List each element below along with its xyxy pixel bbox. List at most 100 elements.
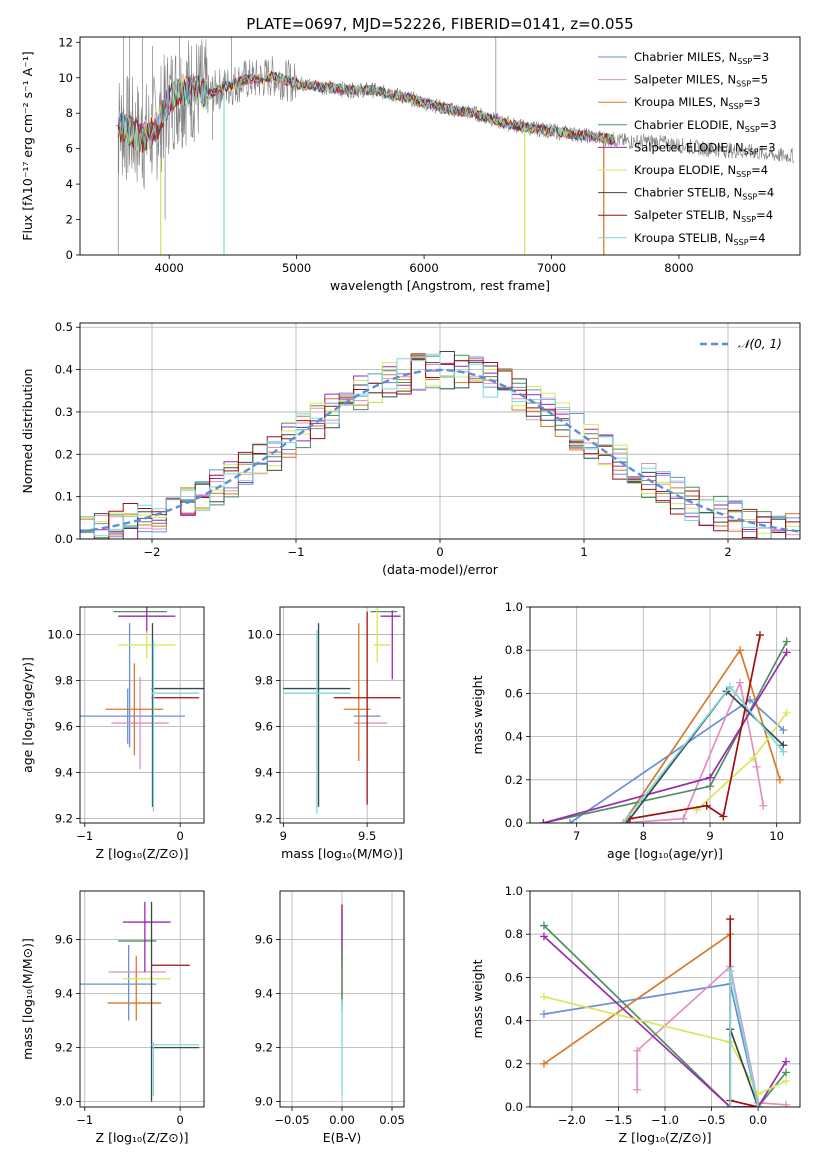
legend-value: =3: [744, 95, 761, 109]
y-tick-label: 0.4: [505, 730, 523, 744]
y-tick-label: 9.6: [55, 933, 73, 947]
weight-vs-age-panel: 7 8 9 10 0.0 0.2 0.4 0.6 0.8 1.0 age [log₁₀(age/yr…: [470, 600, 801, 861]
x-tick-label: 0.00: [329, 1113, 355, 1127]
legend-subscript: SSP: [742, 193, 757, 202]
legend-value: =4: [757, 186, 774, 200]
x-tick-label: −2.0: [558, 1113, 586, 1127]
weight-marker: [539, 992, 548, 1001]
weight-marker: [782, 708, 791, 717]
y-tick-label: 9.4: [55, 765, 73, 779]
x-tick-label: 2: [724, 545, 731, 559]
legend-text: Kroupa MILES, N: [634, 95, 729, 109]
y-tick-label: 0.4: [55, 363, 73, 377]
y-tick-label: 0.1: [55, 490, 73, 504]
weight-series-salpeter-miles: [619, 678, 768, 823]
legend-subscript: SSP: [729, 102, 744, 111]
y-tick-label: 10.0: [247, 628, 273, 642]
weight-marker: [736, 678, 744, 687]
y-tick-label: 0.2: [505, 1057, 523, 1071]
weight-marker: [776, 775, 784, 784]
y-tick-label: 9.4: [55, 987, 73, 1001]
legend-text: Salpeter MILES, N: [634, 73, 736, 87]
x-tick-label: −2: [144, 545, 161, 559]
y-tick-label: 0.0: [505, 816, 523, 830]
y-tick-label: 9.2: [255, 811, 273, 825]
model-spectrum-kroupa-stelib: [117, 72, 616, 150]
errorbar-kroupa-elodie: [118, 631, 176, 659]
x-axis-label: E(B-V): [323, 1130, 362, 1145]
weight-marker: [539, 932, 548, 941]
axes-frame: [529, 890, 801, 1108]
y-tick-label: 9.6: [55, 719, 73, 733]
weight-marker: [702, 801, 711, 810]
y-tick-label: 9.6: [255, 933, 273, 947]
axes-frame: [79, 890, 205, 1108]
x-tick-label: 0: [176, 1113, 183, 1127]
y-tick-label: 0.5: [55, 320, 73, 334]
x-tick-label: 0.05: [379, 1113, 405, 1127]
weight-vs-metallicity-panel: −2.0 −1.5 −1.0 −0.5 0.0 0.0 0.2 0.4 0.6 0.8 1.0 Z […: [470, 884, 801, 1145]
weight-marker: [782, 1068, 791, 1077]
y-tick-label: 9.0: [55, 1095, 73, 1109]
y-tick-label: 0.2: [55, 447, 73, 461]
weight-marker: [719, 812, 728, 821]
weight-marker: [539, 1010, 548, 1019]
legend-entry: Kroupa ELODIE, NSSP=4: [634, 163, 768, 179]
y-tick-label: 0: [66, 248, 73, 262]
weight-marker: [539, 819, 548, 823]
axes-frame: [529, 606, 801, 824]
legend-value: =4: [751, 163, 768, 177]
axes-frame: [79, 606, 205, 824]
y-tick-label: 4: [66, 177, 73, 191]
x-axis-label: Z [log₁₀(Z/Z⊙)]: [96, 1130, 189, 1145]
x-tick-label: 8: [640, 829, 647, 843]
y-tick-label: 12: [58, 35, 73, 49]
y-tick-label: 0.0: [505, 1100, 523, 1114]
legend-entry: Kroupa MILES, NSSP=3: [634, 95, 760, 111]
y-tick-label: 9.2: [55, 1041, 73, 1055]
weight-series-salpeter-elodie: [539, 648, 791, 823]
x-axis-label: age [log₁₀(age/yr)]: [607, 846, 723, 861]
model-spectrum-chabrier-stelib: [117, 71, 616, 152]
legend-text: Kroupa STELIB, N: [634, 231, 734, 245]
weight-marker: [782, 1100, 791, 1107]
y-tick-label: 0.4: [505, 1014, 523, 1028]
y-tick-label: 10: [58, 71, 73, 85]
weight-marker: [782, 637, 791, 646]
figure-title: PLATE=0697, MJD=52226, FIBERID=0141, z=0…: [246, 15, 633, 33]
weight-marker: [706, 773, 714, 782]
weight-marker: [633, 1046, 642, 1055]
x-axis-label: Z [log₁₀(Z/Z⊙)]: [96, 846, 189, 861]
spectrum-panel: 4000 5000 6000 7000 8000 0 2 4 6 8 10 12 wavelength …: [20, 35, 801, 293]
legend-entry: Salpeter MILES, NSSP=5: [634, 73, 768, 89]
weight-marker: [756, 631, 764, 640]
legend-entry: Salpeter ELODIE, NSSP=3: [634, 140, 776, 156]
x-tick-label: 6000: [409, 261, 438, 275]
x-axis-label: mass [log₁₀(M/M⊙)]: [281, 846, 403, 861]
y-axis-label: mass weight: [470, 959, 485, 1038]
x-axis-label: Z [log₁₀(Z/Z⊙)]: [619, 1130, 712, 1145]
legend-value: =3: [760, 118, 777, 132]
residual-histogram-panel: −2 −1 0 1 2 0.0 0.1 0.2 0.3 0.4 0.5 (data-model)/er…: [20, 320, 801, 577]
weight-marker: [752, 762, 761, 771]
weight-marker: [782, 1057, 791, 1066]
y-tick-label: 6: [66, 142, 73, 156]
x-axis-label: wavelength [Angstrom, rest frame]: [330, 278, 550, 293]
y-axis-label: mass weight: [470, 675, 485, 754]
age-vs-mass-panel: 9 9.5 9.2 9.4 9.6 9.8 10.0 mass [log₁₀(M/M⊙)]: [247, 606, 405, 861]
weight-line: [629, 634, 761, 820]
y-tick-label: 0.6: [505, 970, 523, 984]
weight-marker: [782, 1077, 791, 1086]
y-tick-label: 0.8: [505, 643, 523, 657]
x-tick-label: 7000: [537, 261, 566, 275]
y-tick-label: 9.6: [255, 719, 273, 733]
weight-marker: [779, 726, 788, 735]
errorbar-salpeter-elodie: [118, 607, 176, 635]
x-tick-label: 4000: [155, 261, 184, 275]
x-tick-label: −0.5: [698, 1113, 726, 1127]
axes-frame: [79, 322, 801, 540]
mass-vs-extinction-panel: −0.05 0.00 0.05 9.0 9.2 9.4 9.6 E(B-V): [255, 890, 405, 1145]
weight-series-salpeter-stelib: [626, 631, 764, 823]
